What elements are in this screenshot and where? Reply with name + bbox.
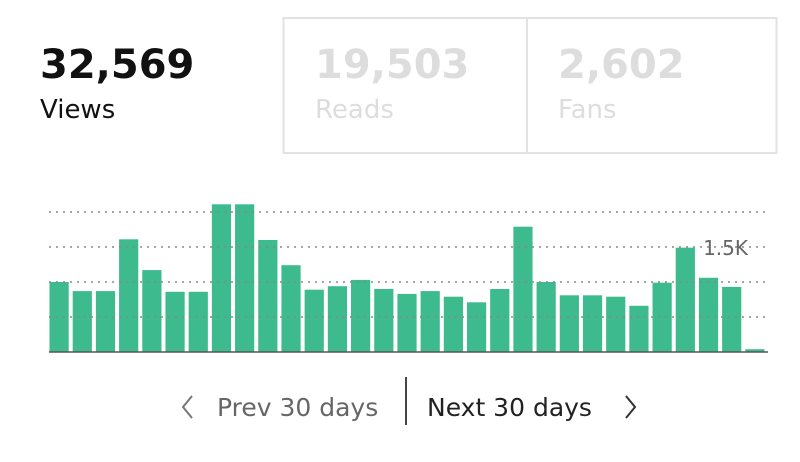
bar <box>675 247 695 352</box>
stat-number[interactable]: 32,569 <box>40 42 194 88</box>
bar <box>490 289 510 352</box>
bar <box>142 270 162 352</box>
bar <box>397 293 417 352</box>
bar <box>49 282 69 352</box>
prev-button[interactable]: Prev 30 days <box>217 393 378 422</box>
bar <box>652 282 672 352</box>
bar <box>559 295 579 352</box>
bar <box>95 291 116 352</box>
tab-border <box>282 17 778 154</box>
stat-label[interactable]: Fans <box>558 95 617 125</box>
bar <box>304 289 324 352</box>
bar <box>443 296 463 352</box>
bar <box>629 305 649 352</box>
bar <box>374 289 394 352</box>
bar <box>513 226 533 352</box>
bar <box>165 291 185 352</box>
bar <box>582 295 603 352</box>
bar-chart: 1.5K <box>49 204 768 353</box>
stat-label[interactable]: Views <box>40 95 115 125</box>
bar <box>466 302 487 352</box>
stat-number[interactable]: 19,503 <box>315 42 469 88</box>
bar <box>327 286 348 352</box>
bar <box>351 279 371 352</box>
bar <box>188 291 208 352</box>
bar <box>258 240 278 352</box>
bar <box>235 204 255 352</box>
bar <box>745 349 765 352</box>
bar <box>211 204 232 352</box>
bar <box>281 265 301 352</box>
y-tick-label: 1.5K <box>703 236 749 260</box>
stat-label[interactable]: Reads <box>315 95 394 125</box>
bar <box>698 277 719 352</box>
bar <box>420 291 440 352</box>
bar <box>722 286 742 352</box>
prev-chevron[interactable] <box>181 395 193 419</box>
next-button[interactable]: Next 30 days <box>427 393 592 422</box>
next-chevron[interactable] <box>625 395 637 419</box>
bar <box>119 239 139 352</box>
stat-number[interactable]: 2,602 <box>558 42 685 88</box>
bar <box>606 296 626 352</box>
bar <box>72 291 92 352</box>
